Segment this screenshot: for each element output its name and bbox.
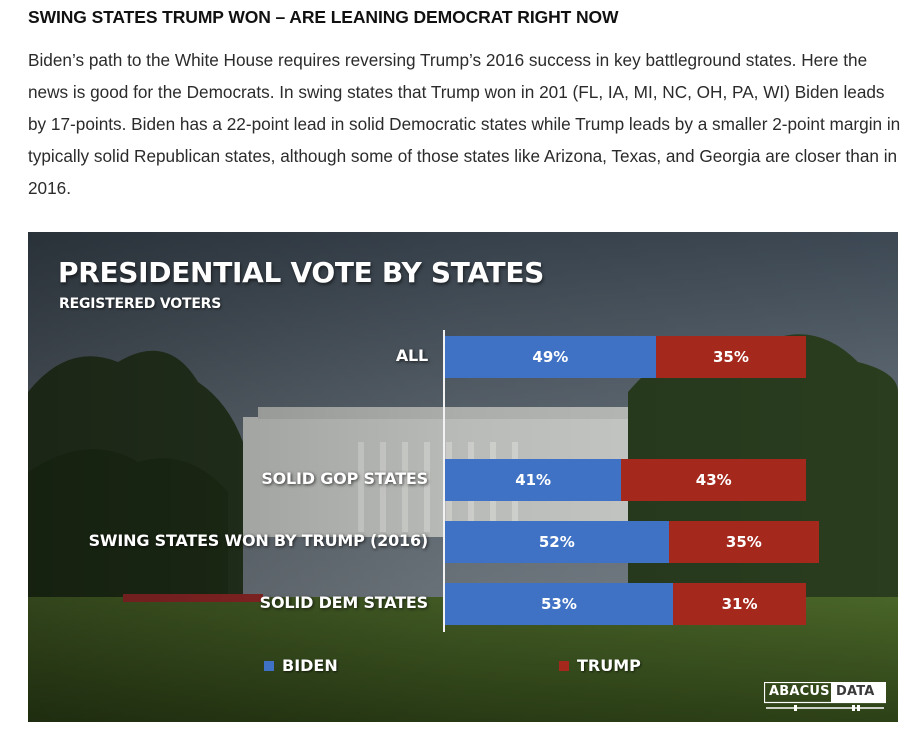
abacus-data-logo-frame bbox=[764, 682, 886, 711]
category-axis-line bbox=[443, 330, 445, 632]
bar-trump: 35% bbox=[668, 521, 820, 563]
legend-trump-label: TRUMP bbox=[577, 656, 641, 675]
legend-biden-label: BIDEN bbox=[282, 656, 338, 675]
chart-subtitle: REGISTERED VOTERS bbox=[59, 296, 222, 312]
bar-biden: 53% bbox=[445, 583, 673, 625]
legend-biden-swatch bbox=[264, 660, 274, 671]
article-headline: SWING STATES TRUMP WON – ARE LEANING DEM… bbox=[28, 7, 619, 27]
bar-biden: 49% bbox=[445, 336, 656, 378]
legend-biden: BIDEN bbox=[264, 656, 338, 675]
bar-value-label: 52% bbox=[538, 533, 575, 551]
bar-value-label: 35% bbox=[712, 348, 749, 366]
bar-value-label: 31% bbox=[721, 595, 758, 613]
category-label: SOLID DEM STATES bbox=[259, 593, 429, 612]
bar-biden: 41% bbox=[445, 459, 622, 501]
bar-value-label: 41% bbox=[515, 471, 552, 489]
bar-trump: 43% bbox=[621, 459, 807, 501]
bar-trump: 35% bbox=[655, 336, 807, 378]
legend-trump: TRUMP bbox=[559, 656, 641, 675]
article-body: Biden’s path to the White House requires… bbox=[28, 50, 901, 198]
bar-biden: 52% bbox=[445, 521, 669, 563]
bar-value-label: 43% bbox=[695, 471, 732, 489]
bar-value-label: 53% bbox=[540, 595, 577, 613]
category-label: SWING STATES WON BY TRUMP (2016) bbox=[88, 531, 429, 550]
chart-panel: PRESIDENTIAL VOTE BY STATES REGISTERED V… bbox=[28, 232, 898, 722]
category-label: SOLID GOP STATES bbox=[261, 469, 428, 488]
bar-value-label: 35% bbox=[725, 533, 762, 551]
chart-title: PRESIDENTIAL VOTE BY STATES bbox=[58, 256, 545, 289]
bar-value-label: 49% bbox=[532, 348, 569, 366]
category-label: ALL bbox=[395, 346, 428, 365]
logo-word-abacus: ABACUS bbox=[769, 684, 830, 699]
logo-word-data: DATA bbox=[836, 684, 875, 699]
bar-trump: 31% bbox=[672, 583, 807, 625]
legend-trump-swatch bbox=[559, 660, 569, 671]
abacus-data-logo: ABACUS DATA bbox=[764, 682, 886, 712]
